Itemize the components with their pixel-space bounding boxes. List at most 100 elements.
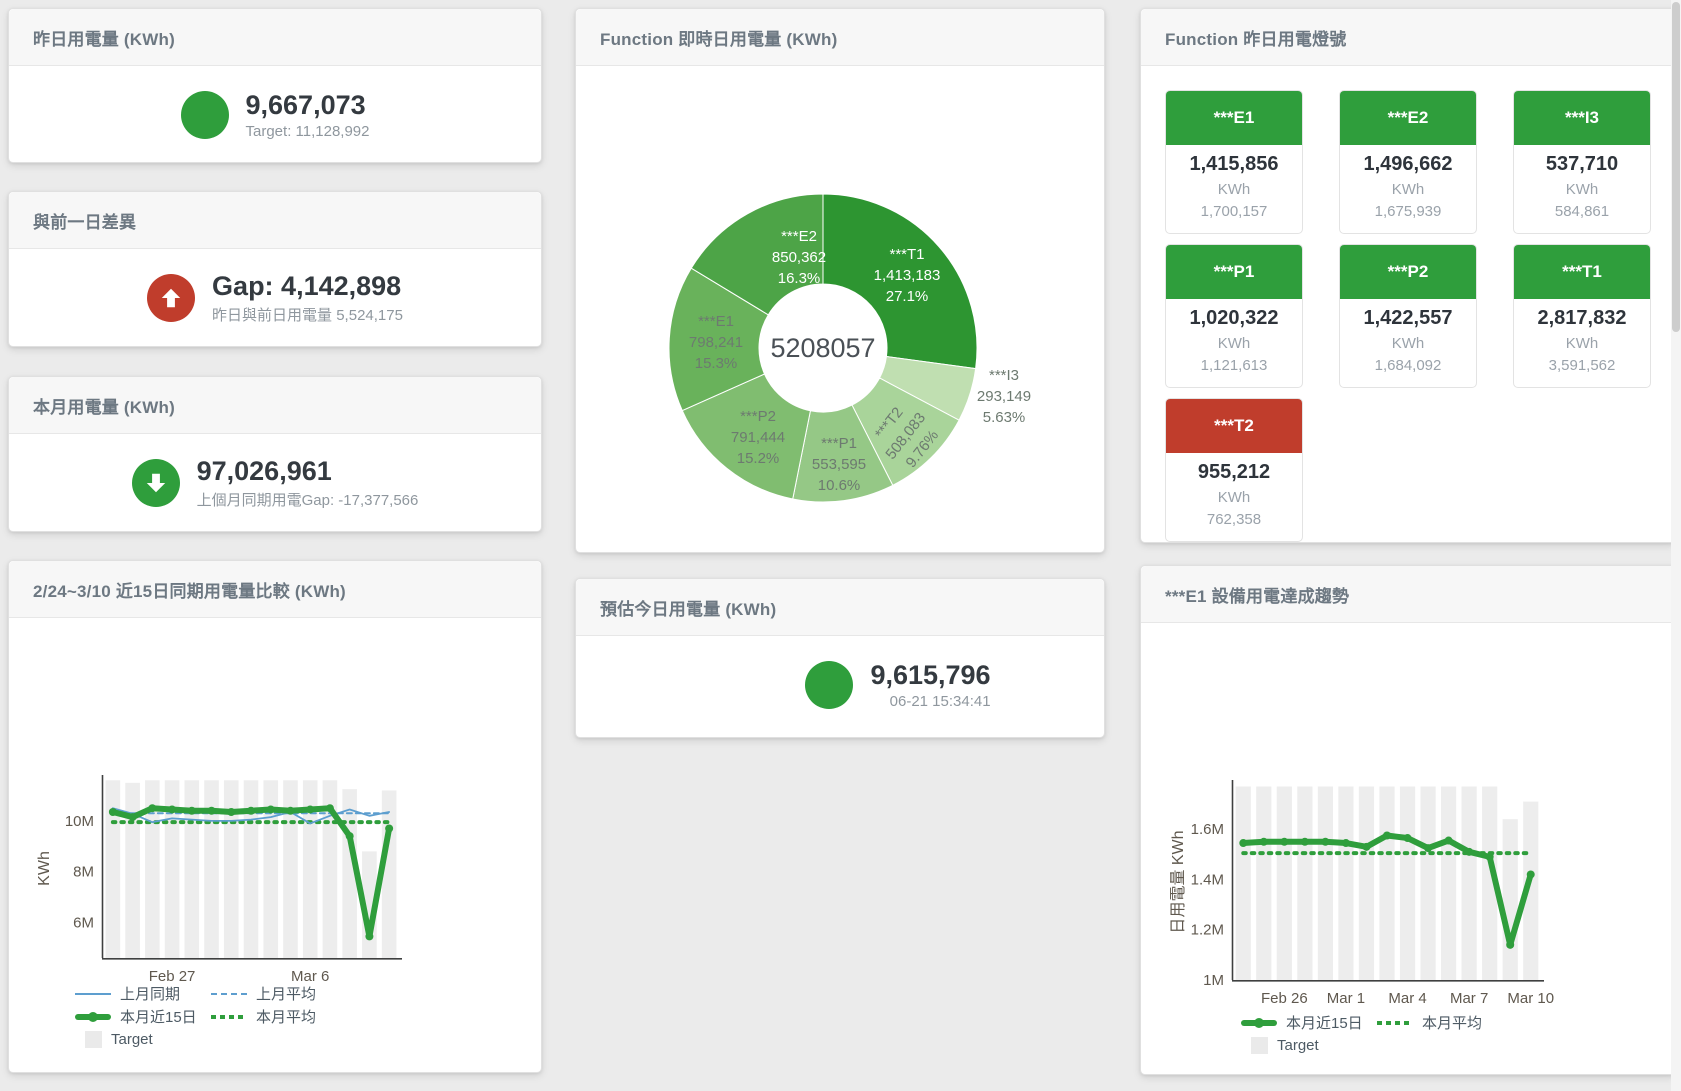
y-tick: 10M — [65, 813, 94, 830]
x-tick: Mar 1 — [1327, 990, 1365, 1007]
legend-item-本月近15日[interactable]: 本月近15日 — [1241, 1012, 1377, 1033]
compare-chart-svg: 6M 8M 10M Feb 27 Mar 6 KWh — [36, 775, 402, 985]
card-month-usage: 本月用電量 (KWh) 97,026,961 上個月同期用電Gap: -17,3… — [8, 376, 542, 532]
tile-P2: ***P2 1,422,557 KWh 1,684,092 — [1339, 244, 1477, 388]
pie-label-***E2: ***E2 850,362 16.3% — [772, 228, 826, 287]
arrow-up-icon — [147, 273, 196, 322]
card-header: 預估今日用電量 (KWh) — [576, 579, 1104, 636]
target-bar — [1379, 786, 1395, 980]
card-header: 與前一日差異 — [9, 192, 541, 249]
series-point — [187, 806, 196, 815]
tile-label: ***T1 — [1514, 245, 1650, 299]
tile-target: 1,121,613 — [1200, 357, 1268, 374]
card-title: Function 即時日用電量 (KWh) — [600, 29, 838, 49]
tile-unit: KWh — [1391, 335, 1425, 352]
target-bar — [164, 780, 180, 958]
target-bar — [1523, 801, 1539, 980]
tile-target: 3,591,562 — [1548, 357, 1616, 374]
card-header: Function 昨日用電燈號 — [1141, 9, 1675, 66]
card-trend-chart: ***E1 設備用電達成趨勢 1M 1.2M 1.4M 1.6M Feb 26 Mar 1… — [1140, 565, 1676, 1075]
legend-item-本月平均[interactable]: 本月平均 — [211, 1006, 347, 1027]
series-point — [1403, 834, 1412, 843]
target-bar — [105, 780, 121, 958]
legend-label: Target — [1277, 1037, 1319, 1054]
y-axis-label: KWh — [36, 851, 53, 886]
card-title: 與前一日差異 — [33, 212, 137, 232]
y-tick: 1.2M — [1191, 922, 1224, 939]
pie-label-***I3: ***I3 293,149 5.63% — [977, 367, 1031, 426]
legend-label: 上月平均 — [256, 986, 317, 1003]
legend-swatch-dots — [1377, 1020, 1413, 1025]
day-gap-subtitle: 昨日與前日用電量 5,524,175 — [212, 306, 403, 324]
legend-label: 本月平均 — [1422, 1015, 1483, 1032]
tile-value: 955,212 — [1197, 461, 1271, 483]
tile-target: 1,700,157 — [1200, 203, 1268, 220]
y-tick: 1M — [1203, 972, 1224, 989]
legend-item-上月平均[interactable]: 上月平均 — [211, 983, 347, 1004]
series-point — [1341, 839, 1350, 848]
series-point — [385, 824, 394, 833]
card-yesterday-usage: 昨日用電量 (KWh) 9,667,073 Target: 11,128,992 — [8, 8, 542, 163]
target-bar — [1399, 786, 1416, 980]
series-point — [1526, 870, 1535, 879]
tile-unit: KWh — [1217, 335, 1251, 352]
series-point — [1239, 839, 1248, 848]
target-bar — [302, 780, 318, 958]
legend-swatch-rect — [1251, 1037, 1268, 1054]
legend-swatch-thick — [75, 1013, 111, 1020]
trend-chart-svg: 1M 1.2M 1.4M 1.6M Feb 26 Mar 1 Mar 4 Mar 7 Mar 1… — [1170, 780, 1554, 1007]
series-point — [227, 808, 236, 817]
legend-item-本月近15日[interactable]: 本月近15日 — [75, 1006, 211, 1027]
tile-label: ***I3 — [1514, 91, 1650, 145]
x-tick: Mar 4 — [1388, 990, 1426, 1007]
target-bar — [1297, 786, 1313, 980]
card-header: ***E1 設備用電達成趨勢 — [1141, 566, 1675, 623]
legend-row: Target — [75, 1028, 347, 1051]
compare-chart: 6M 8M 10M Feb 27 Mar 6 KWh 上月同期 上月平均 本月近15日 本月平均 T… — [9, 618, 541, 1072]
legend-label: 本月近15日 — [1286, 1015, 1363, 1032]
day-gap-value: Gap: 4,142,898 — [212, 270, 402, 301]
light-tiles: ***E1 1,415,856 KWh 1,700,157 ***E2 1,49… — [1141, 66, 1675, 542]
legend-item-上月同期[interactable]: 上月同期 — [75, 983, 211, 1004]
realtime-donut-chart: ***T1 1,413,183 27.1% ***I3 293,149 5.63% ***T… — [576, 66, 1104, 552]
card-estimate-today: 預估今日用電量 (KWh) 9,615,796 06-21 15:34:41 — [575, 578, 1105, 738]
series-point — [306, 805, 315, 814]
pie-slice-***E1 — [668, 267, 769, 412]
y-tick: 6M — [73, 914, 94, 931]
series-point — [1383, 831, 1391, 840]
legend-label: 本月近15日 — [120, 1009, 197, 1026]
target-bar — [381, 790, 397, 958]
card-header: 2/24~3/10 近15日同期用電量比較 (KWh) — [9, 561, 541, 618]
scrollbar-thumb[interactable] — [1672, 2, 1680, 332]
x-tick: Feb 27 — [149, 968, 196, 985]
tile-value: 1,415,856 — [1189, 153, 1279, 175]
target-bar — [204, 780, 219, 958]
page-scrollbar[interactable] — [1671, 0, 1681, 1091]
series-point — [168, 805, 177, 814]
y-axis-label: 日用電量 KWh — [1170, 830, 1187, 933]
target-bar — [1420, 786, 1436, 980]
series-point — [1280, 837, 1289, 846]
series-point — [247, 806, 255, 815]
target-bar — [243, 780, 259, 958]
legend-item-本月平均[interactable]: 本月平均 — [1377, 1012, 1513, 1033]
legend-item-Target[interactable]: Target — [75, 1031, 211, 1048]
target-bar — [283, 780, 298, 958]
legend-label: 上月同期 — [120, 986, 181, 1003]
x-tick: Mar 10 — [1507, 990, 1554, 1007]
tile-label: ***E2 — [1340, 91, 1476, 145]
target-bar — [1461, 786, 1477, 980]
target-bar — [184, 780, 200, 958]
tile-value: 537,710 — [1545, 153, 1619, 175]
legend-item-Target[interactable]: Target — [1241, 1037, 1377, 1054]
tile-target: 584,861 — [1554, 203, 1610, 220]
series-point — [108, 808, 117, 817]
target-bar — [1276, 786, 1292, 980]
series-point — [1424, 844, 1433, 853]
trend-chart: 1M 1.2M 1.4M 1.6M Feb 26 Mar 1 Mar 4 Mar 7 Mar 1… — [1141, 623, 1675, 1074]
target-bar — [145, 780, 160, 958]
card-header: Function 即時日用電量 (KWh) — [576, 9, 1104, 66]
